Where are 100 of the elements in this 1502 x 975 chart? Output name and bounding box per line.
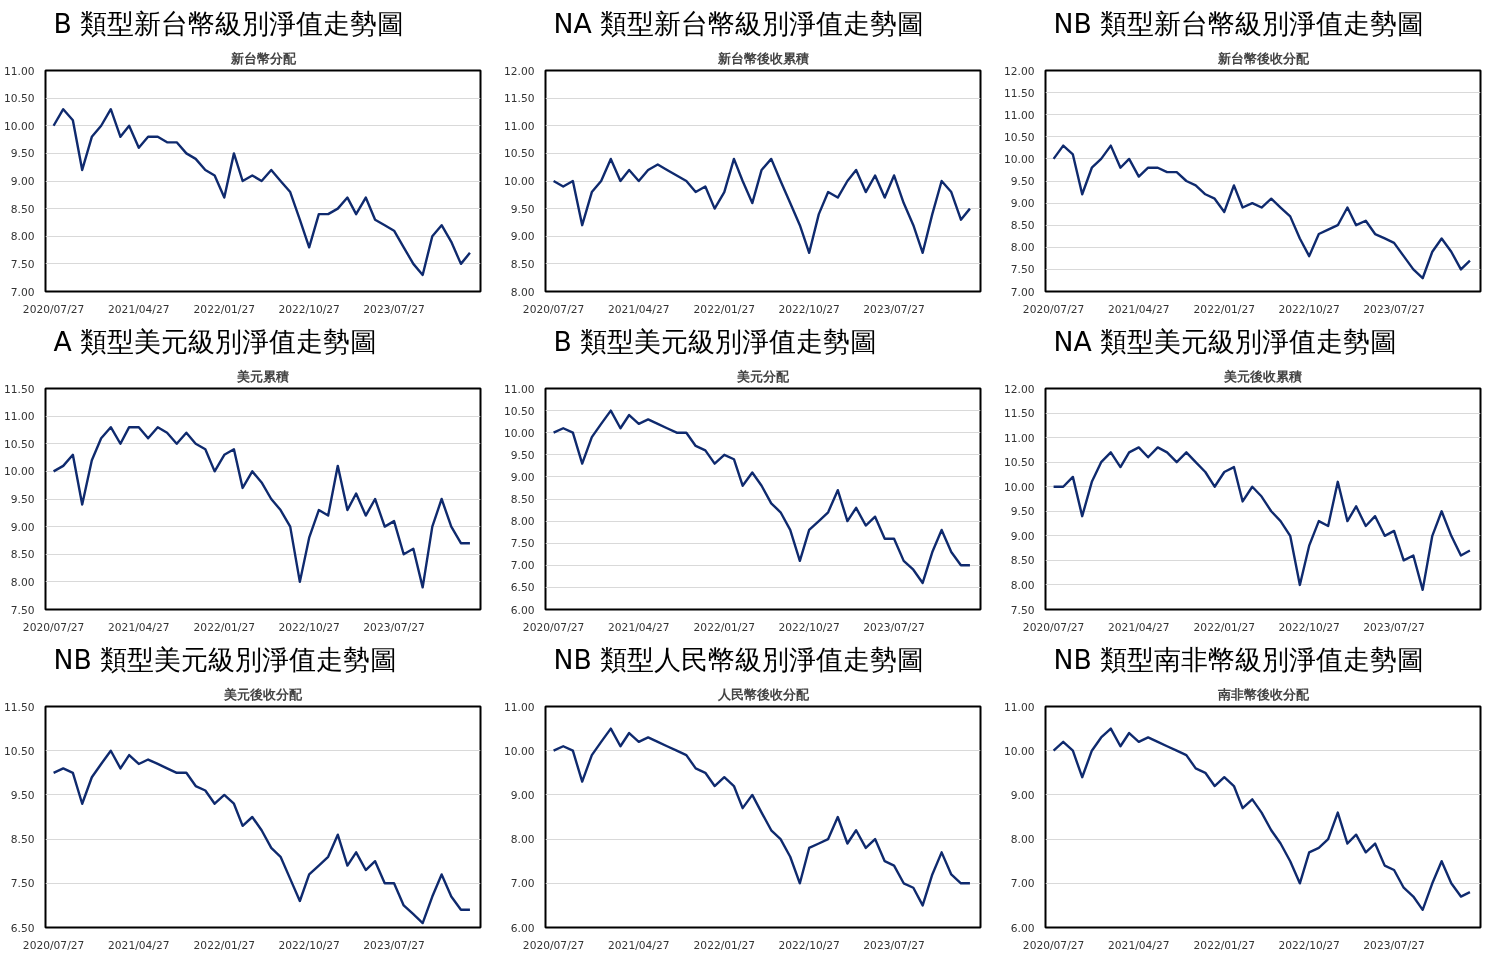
y-tick-label: 8.50 (510, 257, 535, 271)
x-tick-label: 2021/04/27 (1108, 620, 1170, 634)
chart-subtitle: 新台幣後收累積 (716, 50, 809, 66)
chart-title: A 類型美元級別淨值走勢圖 (53, 325, 378, 357)
y-tick-label: 7.00 (1010, 285, 1035, 299)
x-tick-label: 2020/07/27 (1022, 938, 1085, 952)
x-tick-label: 2021/04/27 (608, 302, 670, 316)
y-tick-label: 11.50 (3, 700, 35, 714)
y-tick-label: 8.00 (1010, 833, 1035, 847)
y-tick-label: 10.50 (3, 744, 35, 758)
chart-subtitle: 新台幣分配 (229, 50, 297, 66)
y-tick-label: 8.50 (1010, 554, 1035, 568)
line-series (1052, 727, 1472, 912)
y-tick-label: 9.00 (510, 788, 535, 802)
y-tick-label: 10.50 (3, 92, 35, 106)
x-tick-label: 2020/07/27 (522, 938, 585, 952)
y-tick-label: 8.50 (10, 833, 35, 847)
y-tick-label: 11.00 (503, 700, 535, 714)
x-tick-label: 2020/07/27 (22, 302, 85, 316)
y-tick-label: 10.00 (1003, 480, 1035, 494)
y-tick-label: 9.50 (510, 202, 535, 216)
y-tick-label: 6.50 (510, 581, 535, 595)
y-tick-label: 11.00 (503, 119, 535, 133)
x-tick-label: 2022/01/27 (1193, 620, 1255, 634)
x-tick-label: 2020/07/27 (22, 620, 85, 634)
y-tick-label: 8.00 (510, 285, 535, 299)
line-series (552, 727, 972, 907)
line-series (52, 107, 472, 277)
y-tick-label: 9.00 (10, 175, 35, 188)
x-tick-label: 2021/04/27 (108, 938, 170, 952)
x-tick-label: 2022/01/27 (1193, 938, 1255, 952)
line-series (52, 749, 472, 925)
y-tick-label: 8.50 (10, 548, 35, 562)
x-tick-label: 2023/07/27 (863, 302, 925, 316)
x-tick-label: 2022/10/27 (778, 620, 840, 634)
y-tick-label: 10.00 (503, 175, 535, 188)
y-tick-label: 8.00 (10, 575, 35, 589)
y-tick-label: 9.00 (510, 230, 535, 244)
x-tick-label: 2023/07/27 (863, 620, 925, 634)
chart-subtitle: 美元累積 (236, 368, 289, 384)
y-tick-label: 9.50 (510, 448, 535, 462)
y-tick-label: 7.50 (10, 603, 35, 617)
x-tick-label: 2020/07/27 (1022, 620, 1085, 634)
y-tick-label: 10.00 (3, 465, 35, 479)
y-tick-label: 6.00 (1010, 921, 1035, 935)
y-tick-label: 7.00 (510, 559, 535, 573)
y-tick-label: 11.00 (503, 382, 535, 396)
line-series (1052, 446, 1472, 592)
y-tick-label: 9.00 (1010, 529, 1035, 543)
y-tick-label: 11.50 (1003, 86, 1035, 100)
y-tick-label: 7.50 (10, 257, 35, 271)
chart-title: B 類型新台幣級別淨值走勢圖 (53, 7, 405, 39)
y-tick-label: 10.00 (1003, 744, 1035, 758)
x-tick-label: 2023/07/27 (363, 938, 425, 952)
y-tick-label: 11.50 (1003, 407, 1035, 421)
y-tick-label: 12.00 (503, 64, 535, 78)
x-tick-label: 2023/07/27 (1363, 620, 1425, 634)
y-tick-label: 7.00 (10, 285, 35, 299)
y-tick-label: 8.00 (1010, 578, 1035, 592)
y-tick-label: 9.00 (510, 470, 535, 484)
chart-title: NA 類型美元級別淨值走勢圖 (1053, 325, 1398, 357)
y-tick-label: 6.50 (10, 921, 35, 935)
x-tick-label: 2023/07/27 (363, 302, 425, 316)
x-tick-label: 2023/07/27 (1363, 938, 1425, 952)
x-tick-label: 2022/10/27 (1278, 302, 1340, 316)
y-tick-label: 10.50 (1003, 130, 1035, 144)
x-tick-label: 2022/10/27 (778, 938, 840, 952)
line-series (552, 409, 972, 585)
y-tick-label: 7.50 (10, 877, 35, 891)
y-tick-label: 11.00 (3, 64, 35, 78)
x-tick-label: 2022/10/27 (278, 620, 340, 634)
y-tick-label: 7.50 (1010, 603, 1035, 617)
y-tick-label: 8.50 (10, 202, 35, 216)
y-tick-label: 8.00 (510, 515, 535, 529)
x-tick-label: 2022/10/27 (1278, 938, 1340, 952)
y-tick-label: 7.00 (1010, 877, 1035, 891)
y-tick-label: 8.50 (1010, 219, 1035, 233)
chart-title: B 類型美元級別淨值走勢圖 (553, 325, 878, 357)
chart-subtitle: 美元後收分配 (223, 686, 303, 702)
x-tick-label: 2022/01/27 (193, 620, 255, 634)
x-tick-label: 2021/04/27 (108, 620, 170, 634)
x-tick-label: 2020/07/27 (1022, 302, 1085, 316)
x-tick-label: 2021/04/27 (1108, 938, 1170, 952)
x-tick-label: 2022/01/27 (1193, 302, 1255, 316)
x-tick-label: 2021/04/27 (108, 302, 170, 316)
x-tick-label: 2023/07/27 (1363, 302, 1425, 316)
y-tick-label: 9.50 (10, 493, 35, 506)
line-series (1052, 144, 1472, 280)
y-tick-label: 9.50 (1010, 175, 1035, 188)
y-tick-label: 9.50 (10, 788, 35, 802)
x-tick-label: 2022/10/27 (278, 938, 340, 952)
chart-title: NB 類型人民幣級別淨值走勢圖 (553, 643, 925, 675)
y-tick-label: 10.00 (3, 119, 35, 133)
chart-subtitle: 新台幣後收分配 (1216, 50, 1310, 66)
x-tick-label: 2020/07/27 (22, 938, 85, 952)
x-tick-label: 2023/07/27 (863, 938, 925, 952)
chart-subtitle: 美元後收累積 (1223, 368, 1302, 384)
y-tick-label: 9.50 (1010, 505, 1035, 519)
y-tick-label: 10.50 (503, 147, 535, 161)
y-tick-label: 7.00 (510, 877, 535, 891)
